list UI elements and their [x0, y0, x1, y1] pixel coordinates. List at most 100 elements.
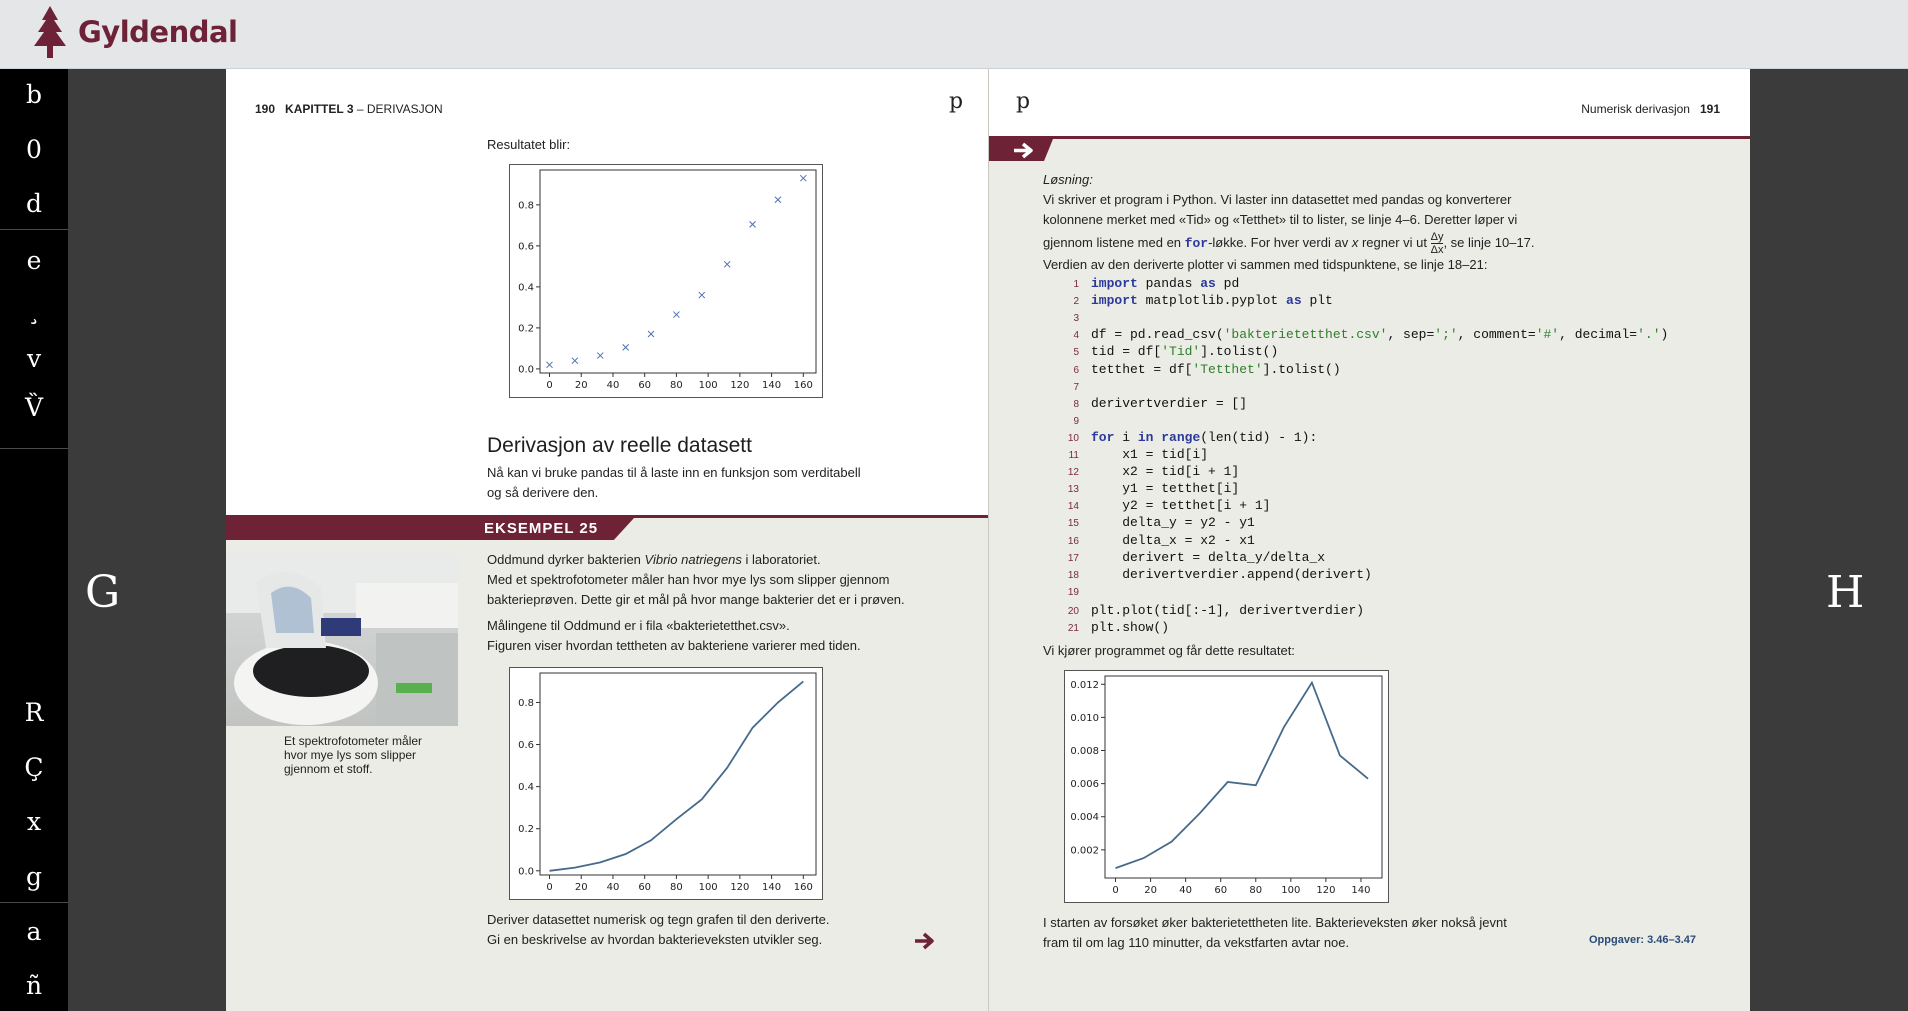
- page-190: 190 KAPITTEL 3 – DERIVASJON p Resultatet…: [226, 69, 988, 1011]
- toolbar-sidebar: b 0 d e ¸ v V̏ R Ç x g a ñ: [0, 69, 68, 1011]
- code-line: 19: [1059, 584, 1091, 601]
- n-tilde-icon[interactable]: ñ: [25, 970, 43, 1000]
- y-tick-label: 0.006: [1070, 779, 1099, 790]
- solution-text-3: gjennom listene med en for-løkke. For hv…: [1043, 231, 1535, 256]
- code-line: 20 plt.plot(tid[:-1], derivertverdier): [1059, 603, 1364, 620]
- code-text: delta_x = x2 - x1: [1091, 532, 1255, 548]
- caption-line: Et spektrofotometer måler: [284, 734, 423, 748]
- code-string: '.': [1637, 327, 1661, 343]
- next-page-icon[interactable]: H: [1826, 567, 1865, 618]
- y-tick-label: 0.008: [1070, 746, 1099, 757]
- task-text-1: Deriver datasettet numerisk og tegn graf…: [487, 912, 830, 927]
- data-point: [546, 361, 553, 369]
- marker-stroke: [596, 352, 604, 359]
- marker-stroke: [799, 174, 807, 182]
- bookmark-icon[interactable]: b: [25, 79, 42, 109]
- cedilla-icon[interactable]: ¸: [27, 295, 41, 325]
- example-label: EKSEMPEL 25: [484, 520, 599, 537]
- x-tick-label: 0: [546, 882, 552, 893]
- marker-stroke: [723, 260, 731, 268]
- code-text: x2 = tid[i + 1]: [1091, 464, 1240, 480]
- code-line: 1 import pandas as pd: [1059, 276, 1239, 293]
- c-cedilla-icon[interactable]: Ç: [24, 752, 44, 782]
- p-glyph: p: [949, 89, 964, 114]
- code-string: '#': [1535, 327, 1560, 343]
- section-heading: Derivasjon av reelle datasett: [487, 434, 752, 457]
- example-text-5: Figuren viser hvordan tettheten av bakte…: [487, 638, 861, 653]
- y-tick-label: 0.0: [518, 364, 534, 375]
- code-line: 11 x1 = tid[i]: [1059, 447, 1208, 464]
- solution-rule: [989, 136, 1750, 139]
- gyldendal-logo[interactable]: Gyldendal: [28, 4, 238, 60]
- code-string: ';': [1434, 327, 1458, 343]
- v-icon[interactable]: v: [26, 343, 42, 373]
- scatter-plot: 0 20 40 60 80 100 120 140 160 0.0 0.2 0.4 0.6 0.8: [509, 164, 823, 398]
- arrow-right-icon: [1014, 142, 1033, 159]
- x-tick-label: 40: [1179, 885, 1192, 896]
- code-line: 10 for i in range(len(tid) - 1):: [1059, 430, 1317, 447]
- code-line: 3: [1059, 310, 1091, 327]
- code-string: 'Tid': [1161, 344, 1201, 360]
- y-tick-label: 0.8: [518, 200, 534, 211]
- sidebar-divider: [0, 448, 68, 449]
- y-tick-label: 0.6: [518, 241, 534, 252]
- previous-page-icon[interactable]: G: [85, 567, 121, 618]
- code-line: 14 y2 = tetthet[i + 1]: [1059, 498, 1271, 515]
- y-tick-label: 0.010: [1070, 713, 1099, 724]
- x-tick-label: 140: [1351, 885, 1370, 896]
- r-icon[interactable]: R: [24, 697, 44, 727]
- section-title: Numerisk derivasjon: [1581, 102, 1690, 116]
- code-text: plt.plot(tid[:-1], derivertverdier): [1091, 602, 1365, 618]
- line-number: 1: [1073, 279, 1079, 290]
- code-string: 'Tetthet': [1192, 361, 1263, 377]
- page-header-right: Numerisk derivasjon 191: [1581, 102, 1720, 116]
- example-text-1: Oddmund dyrker bakterien Vibrio natriege…: [487, 550, 821, 570]
- line-number: 19: [1067, 586, 1079, 598]
- text-run: -løkke. For hver verdi av: [1208, 234, 1352, 250]
- page-header-left: 190 KAPITTEL 3 – DERIVASJON: [255, 102, 443, 116]
- arrow-right-icon[interactable]: [914, 932, 936, 950]
- tree-logo-icon: [34, 6, 66, 58]
- y-tick-label: 0.002: [1070, 845, 1099, 856]
- code-line: 5 tid = df['Tid'].tolist(): [1059, 344, 1278, 361]
- code-text: derivertverdier = []: [1091, 395, 1248, 411]
- code-keyword: import: [1091, 293, 1138, 309]
- page-number: 191: [1699, 102, 1720, 116]
- y-tick-label: 0.4: [518, 282, 534, 293]
- exercises-link[interactable]: Oppgaver: 3.46–3.47: [1589, 934, 1697, 946]
- v-double-grave-icon[interactable]: V̏: [24, 392, 44, 422]
- code-text: pandas: [1137, 276, 1201, 291]
- line-number: 7: [1073, 381, 1079, 393]
- d-icon[interactable]: d: [25, 188, 42, 218]
- e-icon[interactable]: e: [26, 245, 42, 275]
- fraction: Δy Δx: [1430, 231, 1444, 256]
- conclusion-text-2: fram til om lag 110 minutter, da vekstfa…: [1043, 935, 1350, 950]
- g-icon[interactable]: g: [25, 861, 42, 891]
- section-text-2: og så derivere den.: [487, 485, 599, 500]
- brand-name: Gyldendal: [78, 15, 238, 49]
- x-tick-label: 20: [575, 380, 588, 391]
- code-line: 2 import matplotlib.pyplot as plt: [1059, 293, 1332, 310]
- chapter-label: KAPITTEL 3: [285, 102, 354, 116]
- code-text: derivert = delta_y/delta_x: [1091, 549, 1326, 565]
- y-tick-label: 0.0: [518, 866, 534, 877]
- solution-text-2: kolonnene merket med «Tid» og «Tetthet» …: [1043, 212, 1518, 227]
- x-tick-label: 0: [1112, 885, 1118, 896]
- code-text: ): [1660, 327, 1669, 343]
- fraction-denominator: Δx: [1430, 244, 1444, 256]
- chart-svg: 0 20 40 60 80 100 120 140 0.002 0.004 0.006 0.008 0.…: [1070, 675, 1383, 896]
- code-line: 21 plt.show(): [1059, 620, 1169, 637]
- x-tick-label: 160: [794, 380, 813, 391]
- conclusion-text-1: I starten av forsøket øker bakterietetth…: [1043, 915, 1507, 930]
- x-tick-label: 100: [699, 380, 718, 391]
- code-text: pd: [1215, 276, 1240, 291]
- close-icon[interactable]: x: [26, 806, 42, 836]
- chart-svg: 0 20 40 60 80 100 120 140 160 0.0 0.2 0.4 0.6 0.8: [518, 169, 817, 391]
- y-tick-label: 0.2: [518, 824, 534, 835]
- photo-caption: Et spektrofotometer måler hvor mye lys s…: [284, 734, 444, 776]
- zero-icon[interactable]: 0: [26, 134, 42, 164]
- x-tick-label: 120: [1316, 885, 1335, 896]
- code-keyword: as: [1286, 293, 1302, 309]
- line-number: 14: [1067, 501, 1079, 513]
- a-icon[interactable]: a: [26, 916, 42, 946]
